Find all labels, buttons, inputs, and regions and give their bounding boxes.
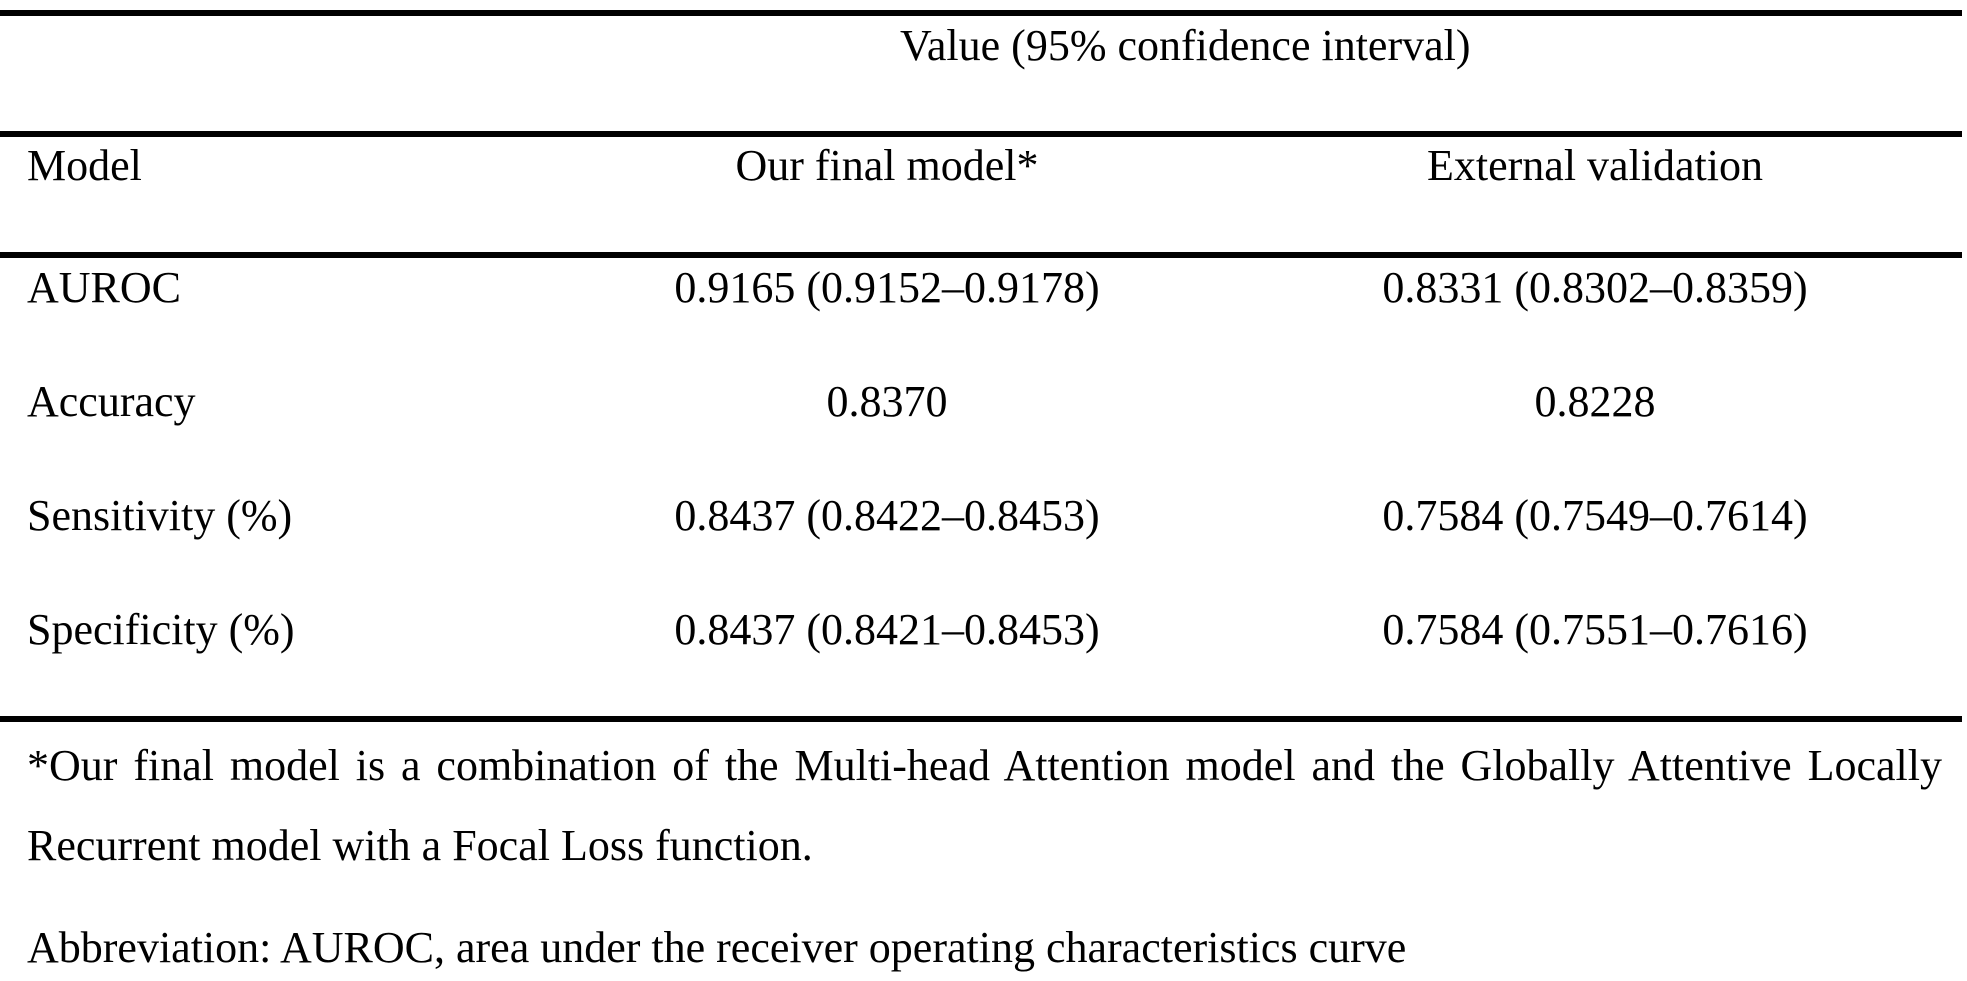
cell-sensitivity-external: 0.7584 (0.7549–0.7614) — [1382, 491, 1808, 540]
cell-accuracy-external: 0.8228 — [1534, 377, 1656, 426]
row-label-auroc: AUROC — [27, 263, 182, 312]
bottom-rule — [0, 716, 1962, 722]
cell-auroc-ours: 0.9165 (0.9152–0.9178) — [674, 263, 1100, 312]
cell-specificity-external: 0.7584 (0.7551–0.7616) — [1382, 605, 1808, 654]
table-footnote: *Our final model is a combination of the… — [27, 741, 1942, 870]
cell-specificity-ours: 0.8437 (0.8421–0.8453) — [674, 605, 1100, 654]
spanning-header-text: Value (95% confidence interval) — [900, 21, 1471, 70]
column-header-external-validation: External validation — [1427, 141, 1763, 190]
cell-sensitivity-ours: 0.8437 (0.8422–0.8453) — [674, 491, 1100, 540]
header-rule — [0, 131, 1962, 137]
column-header-model: Model — [27, 141, 142, 190]
column-header-our-final-model: Our final model* — [735, 141, 1039, 190]
body-top-rule — [0, 252, 1962, 258]
row-label-specificity: Specificity (%) — [27, 605, 295, 654]
cell-accuracy-ours: 0.8370 — [826, 377, 948, 426]
spanning-header: Value (95% confidence interval) — [900, 20, 1600, 72]
cell-auroc-external: 0.8331 (0.8302–0.8359) — [1382, 263, 1808, 312]
top-rule — [0, 10, 1962, 16]
row-label-sensitivity: Sensitivity (%) — [27, 491, 293, 540]
row-label-accuracy: Accuracy — [27, 377, 196, 426]
abbreviation-note: Abbreviation: AUROC, area under the rece… — [27, 923, 1407, 972]
